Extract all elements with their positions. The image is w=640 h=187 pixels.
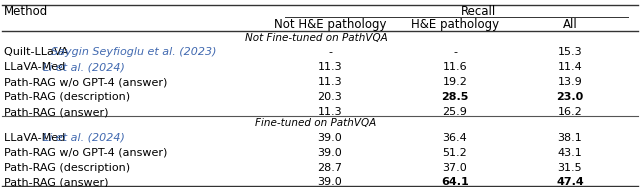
- Text: LLaVA-Med: LLaVA-Med: [4, 62, 68, 72]
- Text: Path-RAG (answer): Path-RAG (answer): [4, 177, 109, 187]
- Text: 51.2: 51.2: [443, 148, 467, 158]
- Text: Path-RAG (answer): Path-RAG (answer): [4, 107, 109, 117]
- Text: 31.5: 31.5: [557, 163, 582, 173]
- Text: Method: Method: [4, 5, 48, 18]
- Text: 36.4: 36.4: [443, 133, 467, 143]
- Text: 28.7: 28.7: [317, 163, 342, 173]
- Text: 11.4: 11.4: [557, 62, 582, 72]
- Text: 23.0: 23.0: [556, 92, 584, 102]
- Text: 15.3: 15.3: [557, 47, 582, 57]
- Text: H&E pathology: H&E pathology: [411, 18, 499, 30]
- Text: 11.6: 11.6: [443, 62, 467, 72]
- Text: -: -: [453, 47, 457, 57]
- Text: 47.4: 47.4: [556, 177, 584, 187]
- Text: Li et al. (2024): Li et al. (2024): [43, 62, 125, 72]
- Text: All: All: [563, 18, 577, 30]
- Text: 37.0: 37.0: [443, 163, 467, 173]
- Text: 11.3: 11.3: [317, 77, 342, 87]
- Text: Not Fine-tuned on PathVQA: Not Fine-tuned on PathVQA: [244, 33, 387, 43]
- Text: 39.0: 39.0: [317, 133, 342, 143]
- Text: 11.3: 11.3: [317, 107, 342, 117]
- Text: 16.2: 16.2: [557, 107, 582, 117]
- Text: 39.0: 39.0: [317, 148, 342, 158]
- Text: 19.2: 19.2: [443, 77, 467, 87]
- Text: 38.1: 38.1: [557, 133, 582, 143]
- Text: 13.9: 13.9: [557, 77, 582, 87]
- Text: Quilt-LLaVA: Quilt-LLaVA: [4, 47, 72, 57]
- Text: Li et al. (2024): Li et al. (2024): [43, 133, 125, 143]
- Text: Path-RAG w/o GPT-4 (answer): Path-RAG w/o GPT-4 (answer): [4, 77, 168, 87]
- Text: Path-RAG w/o GPT-4 (answer): Path-RAG w/o GPT-4 (answer): [4, 148, 168, 158]
- Text: Fine-tuned on PathVQA: Fine-tuned on PathVQA: [255, 118, 376, 128]
- Text: Path-RAG (description): Path-RAG (description): [4, 163, 130, 173]
- Text: 43.1: 43.1: [557, 148, 582, 158]
- Text: LLaVA-Med: LLaVA-Med: [4, 133, 68, 143]
- Text: Path-RAG (description): Path-RAG (description): [4, 92, 130, 102]
- Text: 28.5: 28.5: [442, 92, 468, 102]
- Text: Not H&E pathology: Not H&E pathology: [274, 18, 387, 30]
- Text: 25.9: 25.9: [443, 107, 467, 117]
- Text: 39.0: 39.0: [317, 177, 342, 187]
- Text: Saygin Seyfioglu et al. (2023): Saygin Seyfioglu et al. (2023): [51, 47, 217, 57]
- Text: 20.3: 20.3: [317, 92, 342, 102]
- Text: 11.3: 11.3: [317, 62, 342, 72]
- Text: -: -: [328, 47, 332, 57]
- Text: Recall: Recall: [461, 5, 497, 18]
- Text: 64.1: 64.1: [441, 177, 469, 187]
